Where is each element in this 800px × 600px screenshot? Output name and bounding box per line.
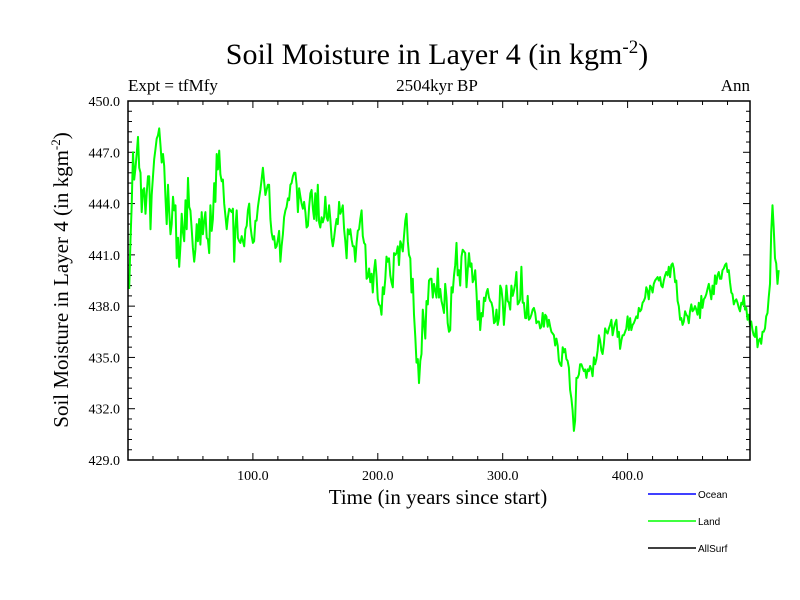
y-tick-label: 444.0 [89,198,121,213]
y-tick-label: 432.0 [89,403,121,418]
x-axis-label: Time (in years since start) [329,485,548,509]
chart-title-sup: -2 [622,37,638,58]
chart-title-close: ) [638,38,648,71]
x-tick-labels: 100.0 200.0 300.0 400.0 [237,469,643,484]
y-tick-label: 447.0 [89,146,121,161]
y-axis-label-sup: -2 [48,139,63,150]
y-axis-label-close: ) [49,132,73,139]
legend-label-ocean: Ocean [698,490,727,501]
legend-label-allsurf: AllSurf [698,544,728,555]
x-tick-label: 200.0 [362,469,394,484]
y-tick-label: 441.0 [89,249,121,264]
y-axis-label: Soil Moisture in Layer 4 (in kgm-2) [48,132,73,427]
legend-label-land: Land [698,517,720,528]
land-series-line [128,127,780,432]
chart-subtitle: 2504kyr BP [396,76,478,95]
experiment-label: Expt = tfMfy [128,76,218,95]
chart-title: Soil Moisture in Layer 4 (in kgm-2) [226,37,648,71]
y-axis-label-text: Soil Moisture in Layer 4 (in kgm [49,150,73,428]
y-tick-label: 429.0 [89,454,121,469]
x-tick-label: 100.0 [237,469,269,484]
x-tick-label: 400.0 [612,469,644,484]
y-tick-labels: 429.0 432.0 435.0 438.0 441.0 444.0 447.0 450.0 [89,95,121,469]
y-tick-label: 450.0 [89,95,121,110]
legend: Ocean Land AllSurf [648,490,728,555]
y-tick-label: 435.0 [89,351,121,366]
plot-frame [127,100,751,461]
y-tick-label: 438.0 [89,300,121,315]
x-tick-label: 300.0 [487,469,519,484]
chart-title-text: Soil Moisture in Layer 4 (in kgm [226,38,623,71]
season-label: Ann [721,76,751,95]
